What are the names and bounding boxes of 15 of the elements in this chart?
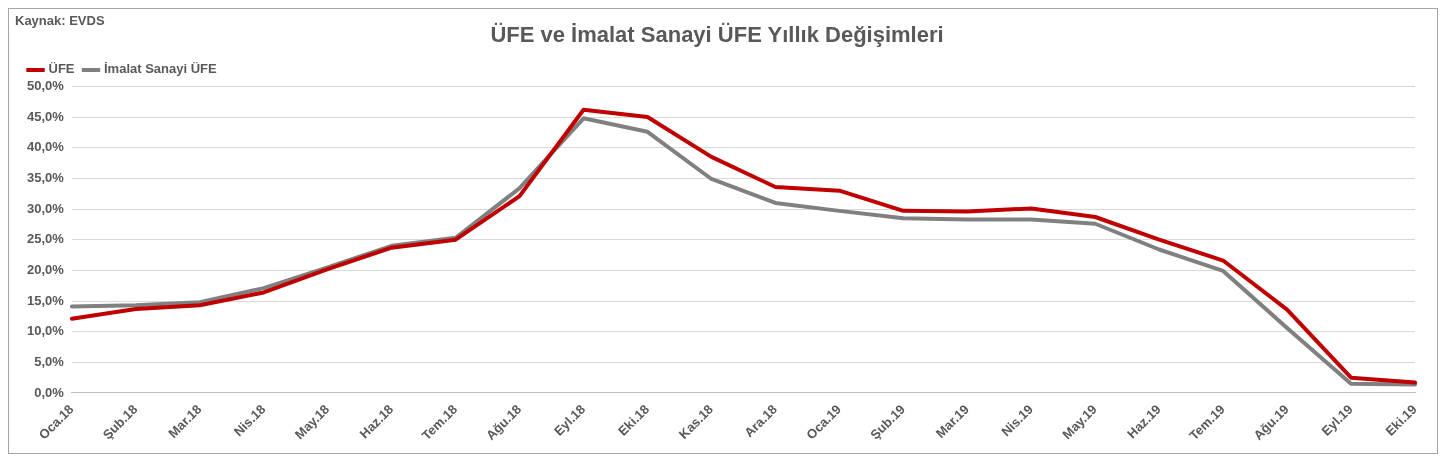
y-tick-label: 10,0% bbox=[26, 323, 65, 339]
y-tick-label: 15,0% bbox=[26, 292, 65, 308]
y-tick-label: 45,0% bbox=[26, 108, 65, 124]
y-tick-label: 35,0% bbox=[26, 169, 65, 185]
y-tick-label: 30,0% bbox=[26, 200, 65, 216]
text: Kaynak: EVDS bbox=[15, 13, 105, 28]
y-tick-label: 40,0% bbox=[26, 139, 65, 155]
legend-label: İmalat Sanayi ÜFE bbox=[104, 61, 218, 77]
y-tick-label: 50,0% bbox=[26, 77, 65, 93]
y-tick-label: 25,0% bbox=[26, 231, 65, 247]
legend-label: ÜFE bbox=[48, 61, 75, 77]
y-tick-label: 20,0% bbox=[26, 261, 65, 277]
chart-title: ÜFE ve İmalat Sanayi ÜFE Yıllık Değişimleri bbox=[490, 22, 944, 48]
y-tick-label: 0,0% bbox=[34, 384, 65, 400]
y-tick-label: 5,0% bbox=[34, 353, 65, 369]
